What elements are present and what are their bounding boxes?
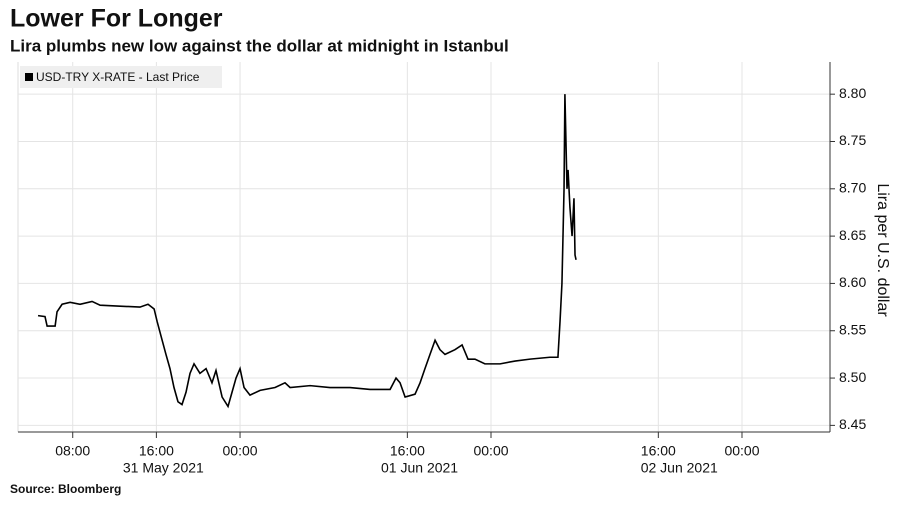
legend-swatch bbox=[25, 73, 33, 81]
source: Source: Bloomberg bbox=[10, 482, 121, 496]
y-tick-label: 8.75 bbox=[839, 132, 866, 148]
y-tick-label: 8.80 bbox=[839, 85, 866, 101]
y-tick-label: 8.50 bbox=[839, 369, 866, 385]
y-axis-label: Lira per U.S. dollar bbox=[874, 183, 891, 317]
price-line bbox=[37, 94, 577, 409]
date-label: 01 Jun 2021 bbox=[381, 460, 458, 476]
y-tick-label: 8.45 bbox=[839, 416, 866, 432]
y-tick-label: 8.65 bbox=[839, 227, 866, 243]
x-tick-label: 08:00 bbox=[55, 443, 90, 459]
legend-label: USD-TRY X-RATE - Last Price bbox=[36, 70, 200, 84]
x-tick-label: 00:00 bbox=[473, 443, 508, 459]
date-label: 31 May 2021 bbox=[123, 460, 204, 476]
x-tick-label: 16:00 bbox=[641, 443, 676, 459]
date-label: 02 Jun 2021 bbox=[641, 460, 718, 476]
legend-box bbox=[20, 66, 222, 88]
x-tick-label: 16:00 bbox=[390, 443, 425, 459]
y-tick-label: 8.60 bbox=[839, 274, 866, 290]
x-tick-label: 16:00 bbox=[139, 443, 174, 459]
chart-subtitle: Lira plumbs new low against the dollar a… bbox=[10, 36, 509, 55]
y-tick-label: 8.70 bbox=[839, 180, 866, 196]
y-tick-label: 8.55 bbox=[839, 321, 866, 337]
x-tick-label: 00:00 bbox=[724, 443, 759, 459]
chart-title: Lower For Longer bbox=[10, 5, 223, 33]
x-tick-label: 00:00 bbox=[223, 443, 258, 459]
